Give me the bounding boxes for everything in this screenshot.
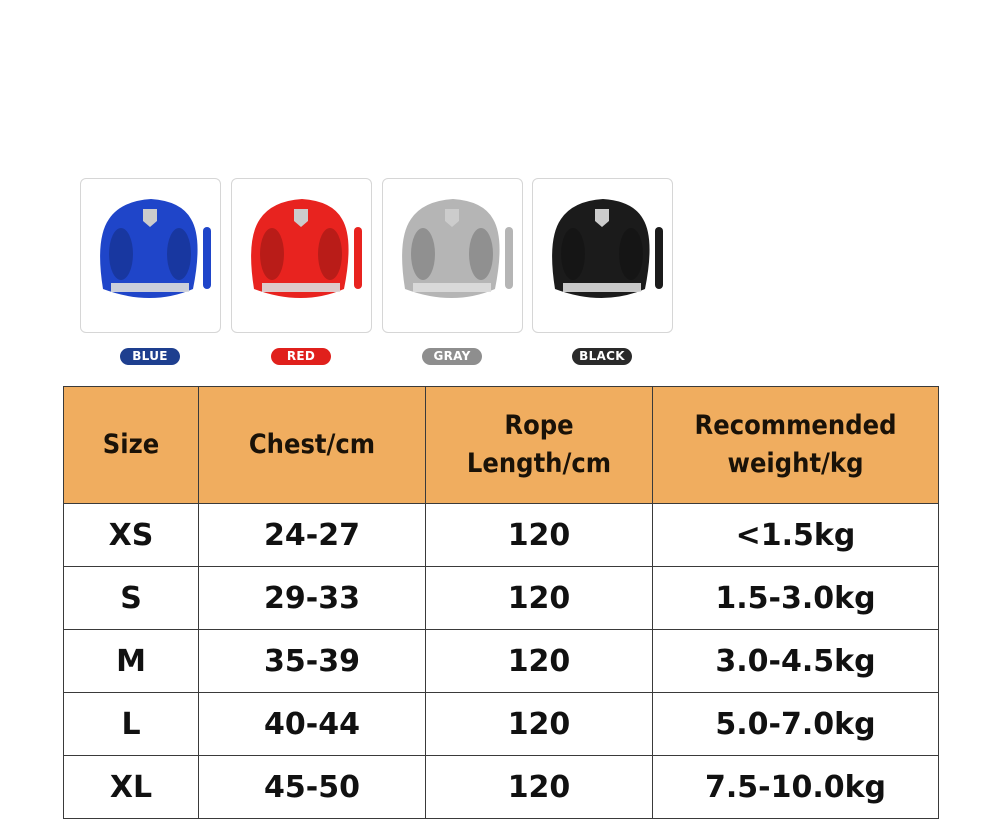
header-size: Size [63, 386, 199, 504]
harness-icon [100, 199, 211, 298]
harness-image-gray[interactable] [382, 178, 523, 333]
cell-chest: 29-33 [198, 566, 426, 630]
table-row: XL 45-50 120 7.5-10.0kg [63, 755, 939, 819]
cell-weight: 3.0-4.5kg [652, 629, 939, 693]
size-chart-header: Size Chest/cm Rope Length/cm Recommended w… [63, 386, 939, 504]
table-row: XS 24-27 120 <1.5kg [63, 503, 939, 567]
cell-rope-length: 120 [425, 755, 653, 819]
cell-rope-length: 120 [425, 566, 653, 630]
color-label-black: BLACK [572, 348, 632, 365]
cell-weight: 1.5-3.0kg [652, 566, 939, 630]
harness-image-red[interactable] [231, 178, 372, 333]
color-label-red: RED [271, 348, 331, 365]
header-recommended-weight: Recommended weight/kg [652, 386, 939, 504]
harness-image-blue[interactable] [80, 178, 221, 333]
harness-icon [251, 199, 362, 298]
table-row: L 40-44 120 5.0-7.0kg [63, 692, 939, 756]
cell-rope-length: 120 [425, 503, 653, 567]
cell-chest: 35-39 [198, 629, 426, 693]
harness-icon [402, 199, 513, 298]
cell-rope-length: 120 [425, 692, 653, 756]
size-chart: Size Chest/cm Rope Length/cm Recommended w… [63, 386, 939, 819]
cell-size: XL [63, 755, 199, 819]
harness-image-black[interactable] [532, 178, 673, 333]
cell-weight: <1.5kg [652, 503, 939, 567]
cell-size: S [63, 566, 199, 630]
cell-weight: 7.5-10.0kg [652, 755, 939, 819]
harness-icon [552, 199, 663, 298]
cell-size: M [63, 629, 199, 693]
cell-chest: 45-50 [198, 755, 426, 819]
cell-size: XS [63, 503, 199, 567]
cell-chest: 24-27 [198, 503, 426, 567]
header-chest: Chest/cm [198, 386, 426, 504]
table-row: M 35-39 120 3.0-4.5kg [63, 629, 939, 693]
color-label-blue: BLUE [120, 348, 180, 365]
cell-chest: 40-44 [198, 692, 426, 756]
header-rope-length: Rope Length/cm [425, 386, 653, 504]
cell-rope-length: 120 [425, 629, 653, 693]
table-row: S 29-33 120 1.5-3.0kg [63, 566, 939, 630]
cell-weight: 5.0-7.0kg [652, 692, 939, 756]
cell-size: L [63, 692, 199, 756]
color-label-gray: GRAY [422, 348, 482, 365]
